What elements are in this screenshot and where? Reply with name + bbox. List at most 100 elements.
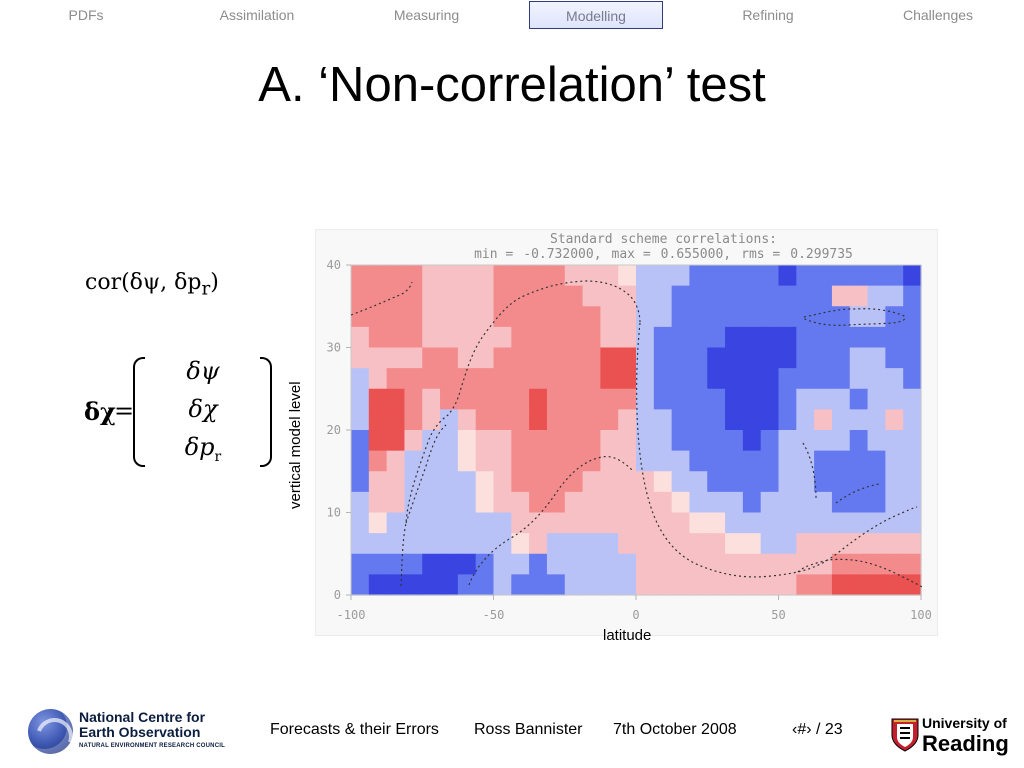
heatmap-cell — [493, 368, 512, 390]
heatmap-cell — [867, 491, 886, 514]
heatmap-cell — [493, 326, 512, 349]
heatmap-cell — [351, 430, 370, 452]
heatmap-cell — [760, 574, 780, 596]
heatmap-cell — [600, 491, 619, 514]
heatmap-cell — [618, 306, 637, 328]
heatmap-cell — [368, 306, 388, 328]
heatmap-cell — [511, 388, 530, 410]
heatmap-cell — [600, 265, 619, 287]
heatmap-cell — [404, 285, 423, 307]
heatmap-cell — [457, 388, 477, 410]
heatmap-cell — [725, 574, 744, 596]
heatmap-cell — [707, 306, 726, 328]
heatmap-cell — [351, 265, 370, 287]
heatmap-cell — [653, 450, 673, 472]
y-axis-tick-label: 40 — [327, 258, 341, 272]
heatmap-cell — [796, 285, 815, 307]
heatmap-cell — [475, 368, 495, 390]
heatmap-cell — [760, 491, 780, 514]
heatmap-cell — [707, 265, 726, 287]
footer: National Centre for Earth Observation NA… — [0, 705, 1024, 768]
heatmap-cell — [636, 471, 655, 493]
heatmap-cell — [796, 368, 815, 390]
heatmap-cell — [457, 430, 477, 452]
heatmap-cell — [760, 265, 780, 287]
heatmap-cell — [493, 265, 512, 287]
heatmap-cell — [636, 574, 655, 596]
heatmap-cell — [653, 491, 673, 514]
matrix-entry-main: δψ — [186, 357, 220, 385]
heatmap-cell — [422, 326, 441, 349]
heatmap-cell — [529, 512, 548, 534]
matrix-entry-sub: r — [214, 448, 222, 465]
heatmap-cell — [600, 285, 619, 307]
heatmap-cell — [653, 471, 673, 493]
heatmap-cell — [600, 574, 619, 596]
heatmap-cell — [386, 265, 406, 287]
heatmap-cell — [422, 347, 441, 369]
nav-tab-refining[interactable]: Refining — [742, 7, 794, 23]
heatmap-cell — [725, 533, 744, 555]
heatmap-cell — [618, 326, 637, 349]
heatmap-cell — [671, 265, 691, 287]
heatmap-cell — [742, 347, 762, 369]
heatmap-cell — [351, 450, 370, 472]
heatmap-cell — [493, 553, 512, 575]
heatmap-cell — [386, 285, 406, 307]
heatmap-cell — [618, 450, 637, 472]
heatmap-cell — [903, 265, 922, 287]
heatmap-cell — [796, 326, 815, 349]
zero-contour-line — [802, 442, 817, 500]
heatmap-cell — [671, 347, 691, 369]
heatmap-cell — [546, 285, 566, 307]
heatmap-cell — [618, 265, 637, 287]
nav-tab-challenges[interactable]: Challenges — [902, 7, 974, 23]
heatmap-cell — [760, 285, 780, 307]
heatmap-cell — [707, 368, 726, 390]
nceo-logo: National Centre for Earth Observation NA… — [25, 705, 230, 763]
heatmap-cell — [849, 430, 869, 452]
university-crest-icon — [891, 718, 919, 752]
heatmap-cell — [351, 491, 370, 514]
heatmap-cell — [885, 471, 904, 493]
heatmap-cell — [867, 471, 886, 493]
heatmap-cell — [386, 471, 406, 493]
nav-tab-measuring[interactable]: Measuring — [393, 7, 460, 23]
nav-tab-assimilation[interactable]: Assimilation — [219, 7, 295, 23]
heatmap-cell — [440, 491, 459, 514]
heatmap-cell — [351, 347, 370, 369]
heatmap-cell — [368, 553, 388, 575]
heatmap-cell — [368, 430, 388, 452]
heatmap-cell — [529, 265, 548, 287]
heatmap-cell — [404, 471, 423, 493]
heatmap-cell — [903, 491, 922, 514]
heatmap-cell — [867, 450, 886, 472]
heatmap-cell — [368, 491, 388, 514]
heatmap-cell — [885, 347, 904, 369]
heatmap-cell — [422, 409, 441, 431]
heatmap-cell — [440, 347, 459, 369]
chart-header: Standard scheme correlations: min = -0.7… — [401, 232, 926, 262]
heatmap-cell — [653, 306, 673, 328]
globe-icon — [28, 709, 73, 754]
nav-tab-pdfs[interactable]: PDFs — [68, 7, 104, 23]
heatmap-cell — [867, 368, 886, 390]
heatmap-cell — [475, 471, 495, 493]
heatmap-cell — [636, 388, 655, 410]
heatmap-cell — [671, 491, 691, 514]
heatmap-cell — [368, 388, 388, 410]
heatmap-cell — [529, 471, 548, 493]
heatmap-cell — [885, 409, 904, 431]
heatmap-cell — [546, 553, 566, 575]
heatmap-cell — [742, 326, 762, 349]
heatmap-cell — [386, 491, 406, 514]
heatmap-cell — [404, 368, 423, 390]
matrix-entry-main: δp — [184, 433, 215, 461]
reading-logo: University of Reading — [890, 712, 1009, 762]
heatmap-cell — [457, 512, 477, 534]
nav-tab-modelling[interactable]: Modelling — [529, 1, 663, 29]
x-axis-label: latitude — [603, 627, 652, 644]
heatmap-cells — [351, 265, 922, 596]
heatmap-cell — [529, 491, 548, 514]
heatmap-cell — [778, 347, 797, 369]
